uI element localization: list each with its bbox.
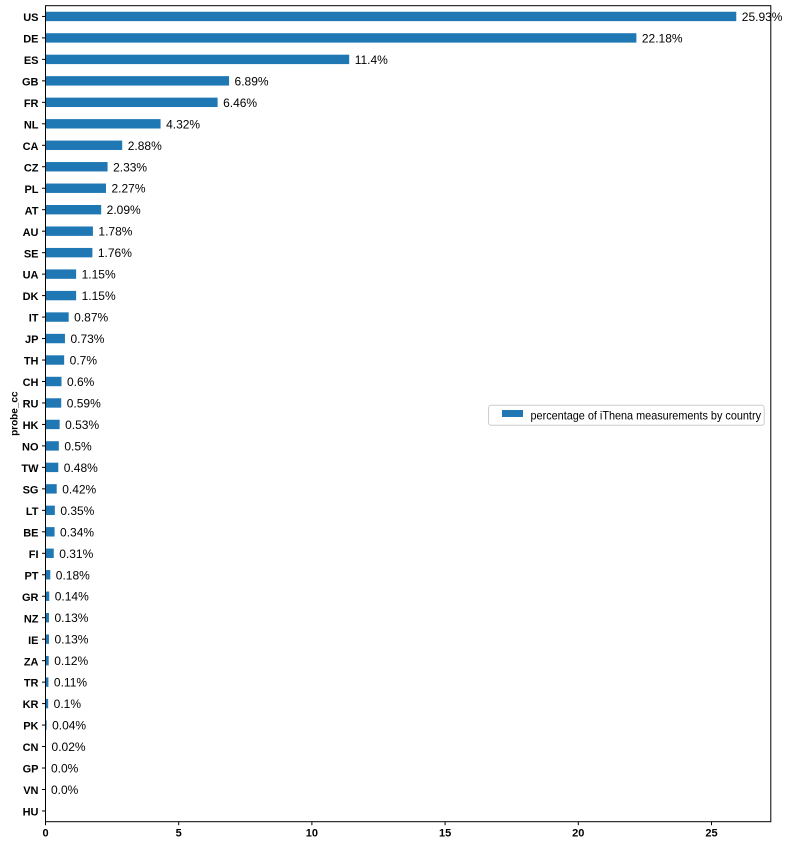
svg-text:1.76%: 1.76%: [98, 246, 132, 260]
svg-text:PL: PL: [24, 184, 38, 196]
svg-text:NZ: NZ: [24, 613, 39, 625]
svg-text:VN: VN: [23, 785, 38, 797]
svg-text:RU: RU: [23, 399, 39, 411]
svg-text:SG: SG: [23, 484, 39, 496]
svg-text:BE: BE: [23, 527, 38, 539]
svg-text:0: 0: [42, 828, 48, 840]
svg-text:ZA: ZA: [24, 656, 39, 668]
svg-text:LT: LT: [26, 506, 39, 518]
svg-text:22.18%: 22.18%: [642, 31, 683, 45]
svg-text:NO: NO: [22, 442, 39, 454]
svg-text:IE: IE: [28, 635, 38, 647]
svg-text:GR: GR: [22, 592, 39, 604]
svg-text:JP: JP: [25, 334, 38, 346]
svg-text:probe_cc: probe_cc: [10, 391, 21, 436]
svg-text:4.32%: 4.32%: [166, 117, 200, 131]
svg-text:GB: GB: [22, 76, 39, 88]
svg-text:UA: UA: [23, 270, 39, 282]
svg-text:DE: DE: [23, 34, 38, 46]
svg-text:15: 15: [439, 828, 451, 840]
svg-text:0.42%: 0.42%: [62, 482, 96, 496]
svg-text:11.4%: 11.4%: [355, 53, 388, 67]
svg-text:1.78%: 1.78%: [98, 225, 132, 239]
svg-text:CH: CH: [23, 377, 39, 389]
svg-text:ES: ES: [24, 55, 39, 67]
svg-text:0.02%: 0.02%: [52, 740, 86, 754]
svg-text:2.27%: 2.27%: [111, 182, 145, 196]
svg-text:TR: TR: [24, 678, 39, 690]
svg-text:0.48%: 0.48%: [64, 461, 98, 475]
svg-text:0.0%: 0.0%: [51, 762, 79, 776]
svg-text:0.53%: 0.53%: [65, 418, 99, 432]
svg-text:FR: FR: [24, 98, 39, 110]
svg-text:6.89%: 6.89%: [235, 74, 269, 88]
svg-text:0.59%: 0.59%: [67, 396, 101, 410]
svg-text:2.33%: 2.33%: [113, 160, 147, 174]
svg-text:2.88%: 2.88%: [128, 139, 162, 153]
svg-text:0.6%: 0.6%: [67, 375, 95, 389]
svg-text:0.87%: 0.87%: [74, 311, 108, 325]
svg-text:SE: SE: [24, 248, 39, 260]
svg-text:0.11%: 0.11%: [54, 676, 87, 690]
svg-text:AU: AU: [23, 227, 39, 239]
svg-text:0.1%: 0.1%: [54, 697, 82, 711]
svg-text:0.5%: 0.5%: [64, 439, 92, 453]
svg-text:0.13%: 0.13%: [54, 633, 88, 647]
svg-text:10: 10: [306, 828, 318, 840]
svg-text:5: 5: [176, 828, 182, 840]
svg-text:AT: AT: [25, 205, 39, 217]
svg-text:6.46%: 6.46%: [223, 96, 257, 110]
svg-text:FI: FI: [29, 549, 39, 561]
svg-text:HK: HK: [23, 420, 39, 432]
svg-text:TH: TH: [24, 356, 39, 368]
svg-text:0.73%: 0.73%: [70, 332, 104, 346]
svg-text:25: 25: [705, 828, 717, 840]
svg-text:1.15%: 1.15%: [82, 268, 116, 282]
svg-text:0.04%: 0.04%: [52, 719, 86, 733]
svg-text:CA: CA: [23, 141, 39, 153]
svg-text:DK: DK: [23, 291, 39, 303]
svg-text:NL: NL: [24, 119, 39, 131]
svg-text:0.35%: 0.35%: [60, 504, 94, 518]
svg-text:0.18%: 0.18%: [56, 568, 90, 582]
svg-text:0.0%: 0.0%: [51, 783, 79, 797]
svg-text:GP: GP: [23, 764, 39, 776]
svg-text:percentage of iThena measureme: percentage of iThena measurements by cou…: [531, 409, 762, 423]
svg-text:IT: IT: [29, 313, 39, 325]
svg-text:PT: PT: [24, 570, 38, 582]
svg-text:CZ: CZ: [24, 162, 39, 174]
svg-text:0.13%: 0.13%: [54, 611, 88, 625]
svg-text:1.15%: 1.15%: [82, 289, 116, 303]
svg-text:HU: HU: [23, 807, 39, 819]
svg-text:0.31%: 0.31%: [59, 547, 93, 561]
svg-text:25.93%: 25.93%: [742, 10, 783, 24]
svg-text:TW: TW: [21, 463, 39, 475]
svg-text:2.09%: 2.09%: [107, 203, 141, 217]
svg-text:20: 20: [572, 828, 584, 840]
svg-text:0.12%: 0.12%: [54, 654, 88, 668]
svg-text:KR: KR: [23, 699, 39, 711]
svg-text:0.7%: 0.7%: [70, 354, 98, 368]
svg-text:CN: CN: [23, 742, 39, 754]
svg-text:0.14%: 0.14%: [55, 590, 89, 604]
svg-text:US: US: [23, 12, 38, 24]
svg-text:0.34%: 0.34%: [60, 525, 94, 539]
svg-text:PK: PK: [23, 721, 38, 733]
